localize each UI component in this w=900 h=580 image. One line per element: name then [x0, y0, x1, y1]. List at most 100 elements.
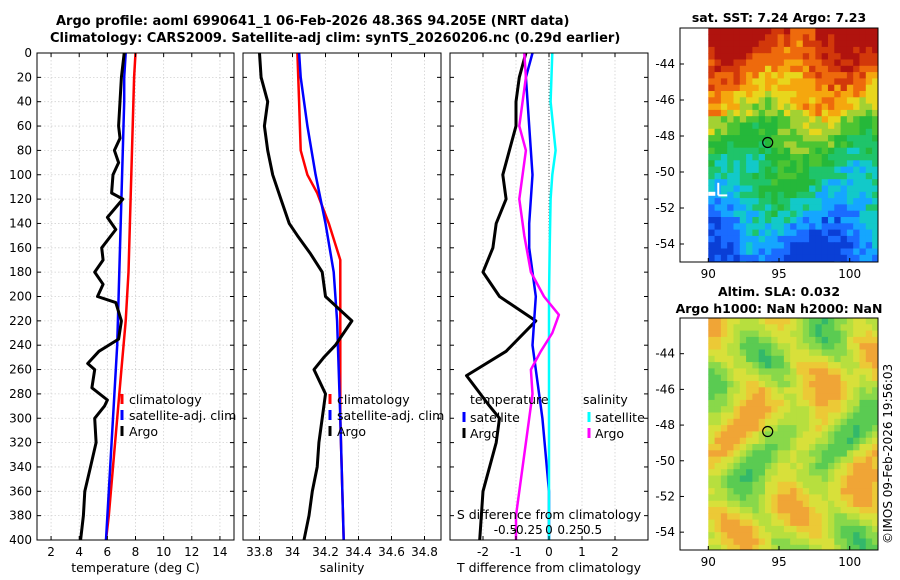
map-cell [714, 46, 722, 54]
map-cell [809, 254, 816, 262]
map-cell [815, 374, 823, 382]
map-cell [758, 34, 766, 41]
map-cell [846, 185, 854, 193]
map-cell [777, 160, 785, 167]
map-cell [815, 513, 823, 520]
map-cell [758, 444, 766, 451]
map-cell [777, 343, 785, 350]
map-cell [872, 116, 878, 123]
secondary-tick-label: 0 [545, 523, 553, 537]
map-cell [840, 122, 848, 130]
map-cell [752, 532, 760, 539]
map-cell [764, 254, 772, 262]
map-cell [809, 217, 816, 224]
map-cell [815, 160, 823, 167]
map-cell [777, 84, 785, 92]
map-cell [764, 525, 772, 533]
map-cell [764, 135, 772, 142]
map-cell [840, 456, 848, 464]
map-cell [840, 185, 848, 193]
map-cell [815, 72, 823, 79]
map-cell [853, 399, 860, 407]
map-cell [809, 72, 816, 79]
map-cell [783, 387, 791, 394]
map-cell [720, 141, 728, 149]
map-cell [840, 469, 848, 476]
map-cell [802, 519, 810, 527]
map-cell [746, 128, 753, 136]
y-tick-label: 220 [9, 314, 32, 328]
map-cell [802, 46, 810, 54]
map-cell [859, 488, 867, 495]
map-cell [802, 469, 810, 476]
map-cell [840, 431, 848, 439]
map-cell [790, 53, 797, 60]
map-cell [752, 387, 760, 394]
map-cell [809, 141, 816, 149]
map-cell [764, 418, 772, 426]
map-cell [790, 324, 797, 331]
map-cell [746, 330, 753, 338]
map-cell [796, 519, 804, 527]
map-cell [708, 84, 715, 92]
map-cell [846, 229, 854, 237]
map-cell [815, 116, 823, 123]
map-cell [720, 210, 728, 218]
map-cell [796, 166, 804, 174]
map-cell [859, 456, 867, 464]
map-cell [802, 179, 810, 186]
map-cell [796, 72, 804, 79]
map-cell [802, 538, 810, 546]
map-cell [790, 248, 797, 256]
map-cell [783, 210, 791, 218]
map-cell [783, 538, 791, 546]
map-cell [821, 500, 829, 508]
map-cell [802, 122, 810, 130]
map-cell [727, 128, 734, 136]
map-cell [708, 324, 715, 331]
map-cell [777, 141, 785, 149]
map-cell [865, 406, 873, 413]
map-cell [727, 437, 734, 445]
map-cell [720, 128, 728, 136]
map-cell [720, 381, 728, 388]
map-cell [720, 242, 728, 249]
map-cell [727, 494, 734, 502]
map-cell [796, 185, 804, 193]
map-cell [752, 248, 760, 256]
map-cell [720, 53, 728, 60]
map-cell [809, 97, 816, 104]
map-cell [853, 65, 860, 73]
map-cell [821, 248, 829, 256]
map-cell [764, 406, 772, 413]
map-cell [834, 166, 841, 174]
map-cell [802, 242, 810, 249]
map-cell [746, 191, 753, 199]
map-cell [739, 544, 747, 550]
legend-label: Argo [337, 424, 366, 439]
map-cell [827, 431, 835, 439]
map-cell [777, 387, 785, 394]
map-cell [714, 437, 722, 445]
map-cell [834, 462, 841, 470]
map-cell [746, 513, 753, 520]
map-cell [777, 450, 785, 457]
map-cell [708, 109, 715, 117]
map-cell [727, 324, 734, 331]
map-cell [840, 393, 848, 401]
map-cell [846, 532, 854, 539]
map-cell [815, 462, 823, 470]
map-cell [790, 135, 797, 142]
map-cell [733, 444, 741, 451]
map-cell [790, 469, 797, 476]
map-cell [752, 450, 760, 457]
map-cell [777, 318, 785, 325]
map-cell [777, 544, 785, 550]
map-cell [771, 242, 778, 249]
map-cell [865, 141, 873, 149]
map-cell [758, 72, 766, 79]
map-cell [771, 103, 778, 111]
map-cell [865, 217, 873, 224]
map-cell [752, 191, 760, 199]
map-cell [865, 72, 873, 79]
